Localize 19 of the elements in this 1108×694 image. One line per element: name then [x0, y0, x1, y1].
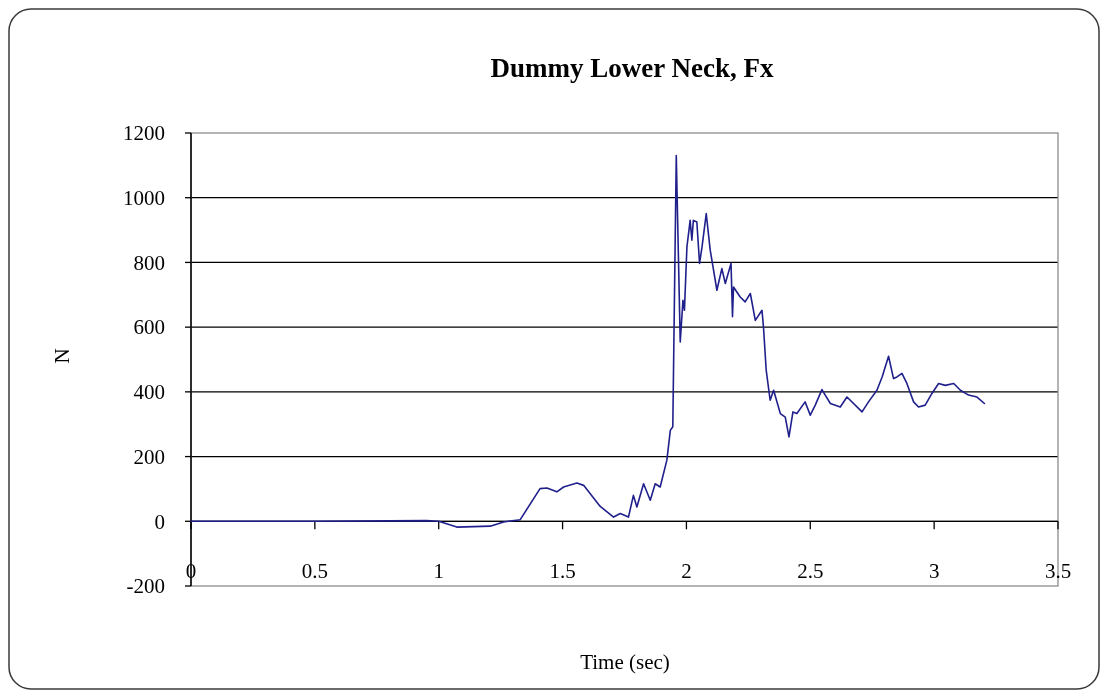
- x-axis-title: Time (sec): [580, 650, 670, 674]
- y-tick-label: 800: [133, 250, 165, 275]
- y-tick-label: 400: [133, 380, 165, 405]
- line-series: [190, 154, 986, 528]
- x-tick-label: 0.5: [301, 558, 328, 583]
- x-tick-label: 1: [433, 558, 444, 583]
- x-tick-label: 1.5: [549, 558, 576, 583]
- x-tick-label: 2: [681, 558, 692, 583]
- x-tick-label: 3.5: [1044, 558, 1072, 583]
- x-tick-label: 3: [928, 558, 940, 583]
- x-tick-label: 2.5: [797, 558, 824, 583]
- chart-title: Dummy Lower Neck, Fx: [490, 53, 774, 83]
- y-tick-label: 1200: [123, 121, 165, 146]
- y-tick-label: -200: [126, 574, 165, 599]
- y-tick-label: 0: [154, 509, 165, 534]
- y-axis-title: N: [50, 348, 74, 364]
- y-tick-label: 1000: [123, 186, 165, 211]
- y-tick-label: 200: [133, 444, 165, 469]
- y-tick-label: 600: [133, 315, 165, 340]
